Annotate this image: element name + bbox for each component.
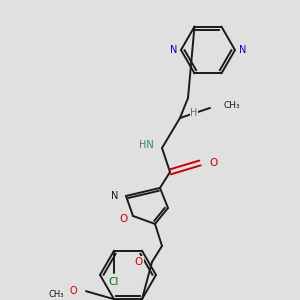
Text: O: O — [69, 286, 77, 296]
Text: CH₃: CH₃ — [224, 101, 241, 110]
Text: N: N — [239, 45, 246, 55]
Text: CH₃: CH₃ — [49, 290, 64, 299]
Text: Cl: Cl — [109, 277, 119, 287]
Text: H: H — [190, 108, 197, 118]
Text: N: N — [169, 45, 177, 55]
Text: O: O — [135, 257, 143, 267]
Text: O: O — [120, 214, 128, 224]
Text: O: O — [209, 158, 217, 168]
Text: N: N — [111, 191, 118, 201]
Text: HN: HN — [139, 140, 154, 150]
